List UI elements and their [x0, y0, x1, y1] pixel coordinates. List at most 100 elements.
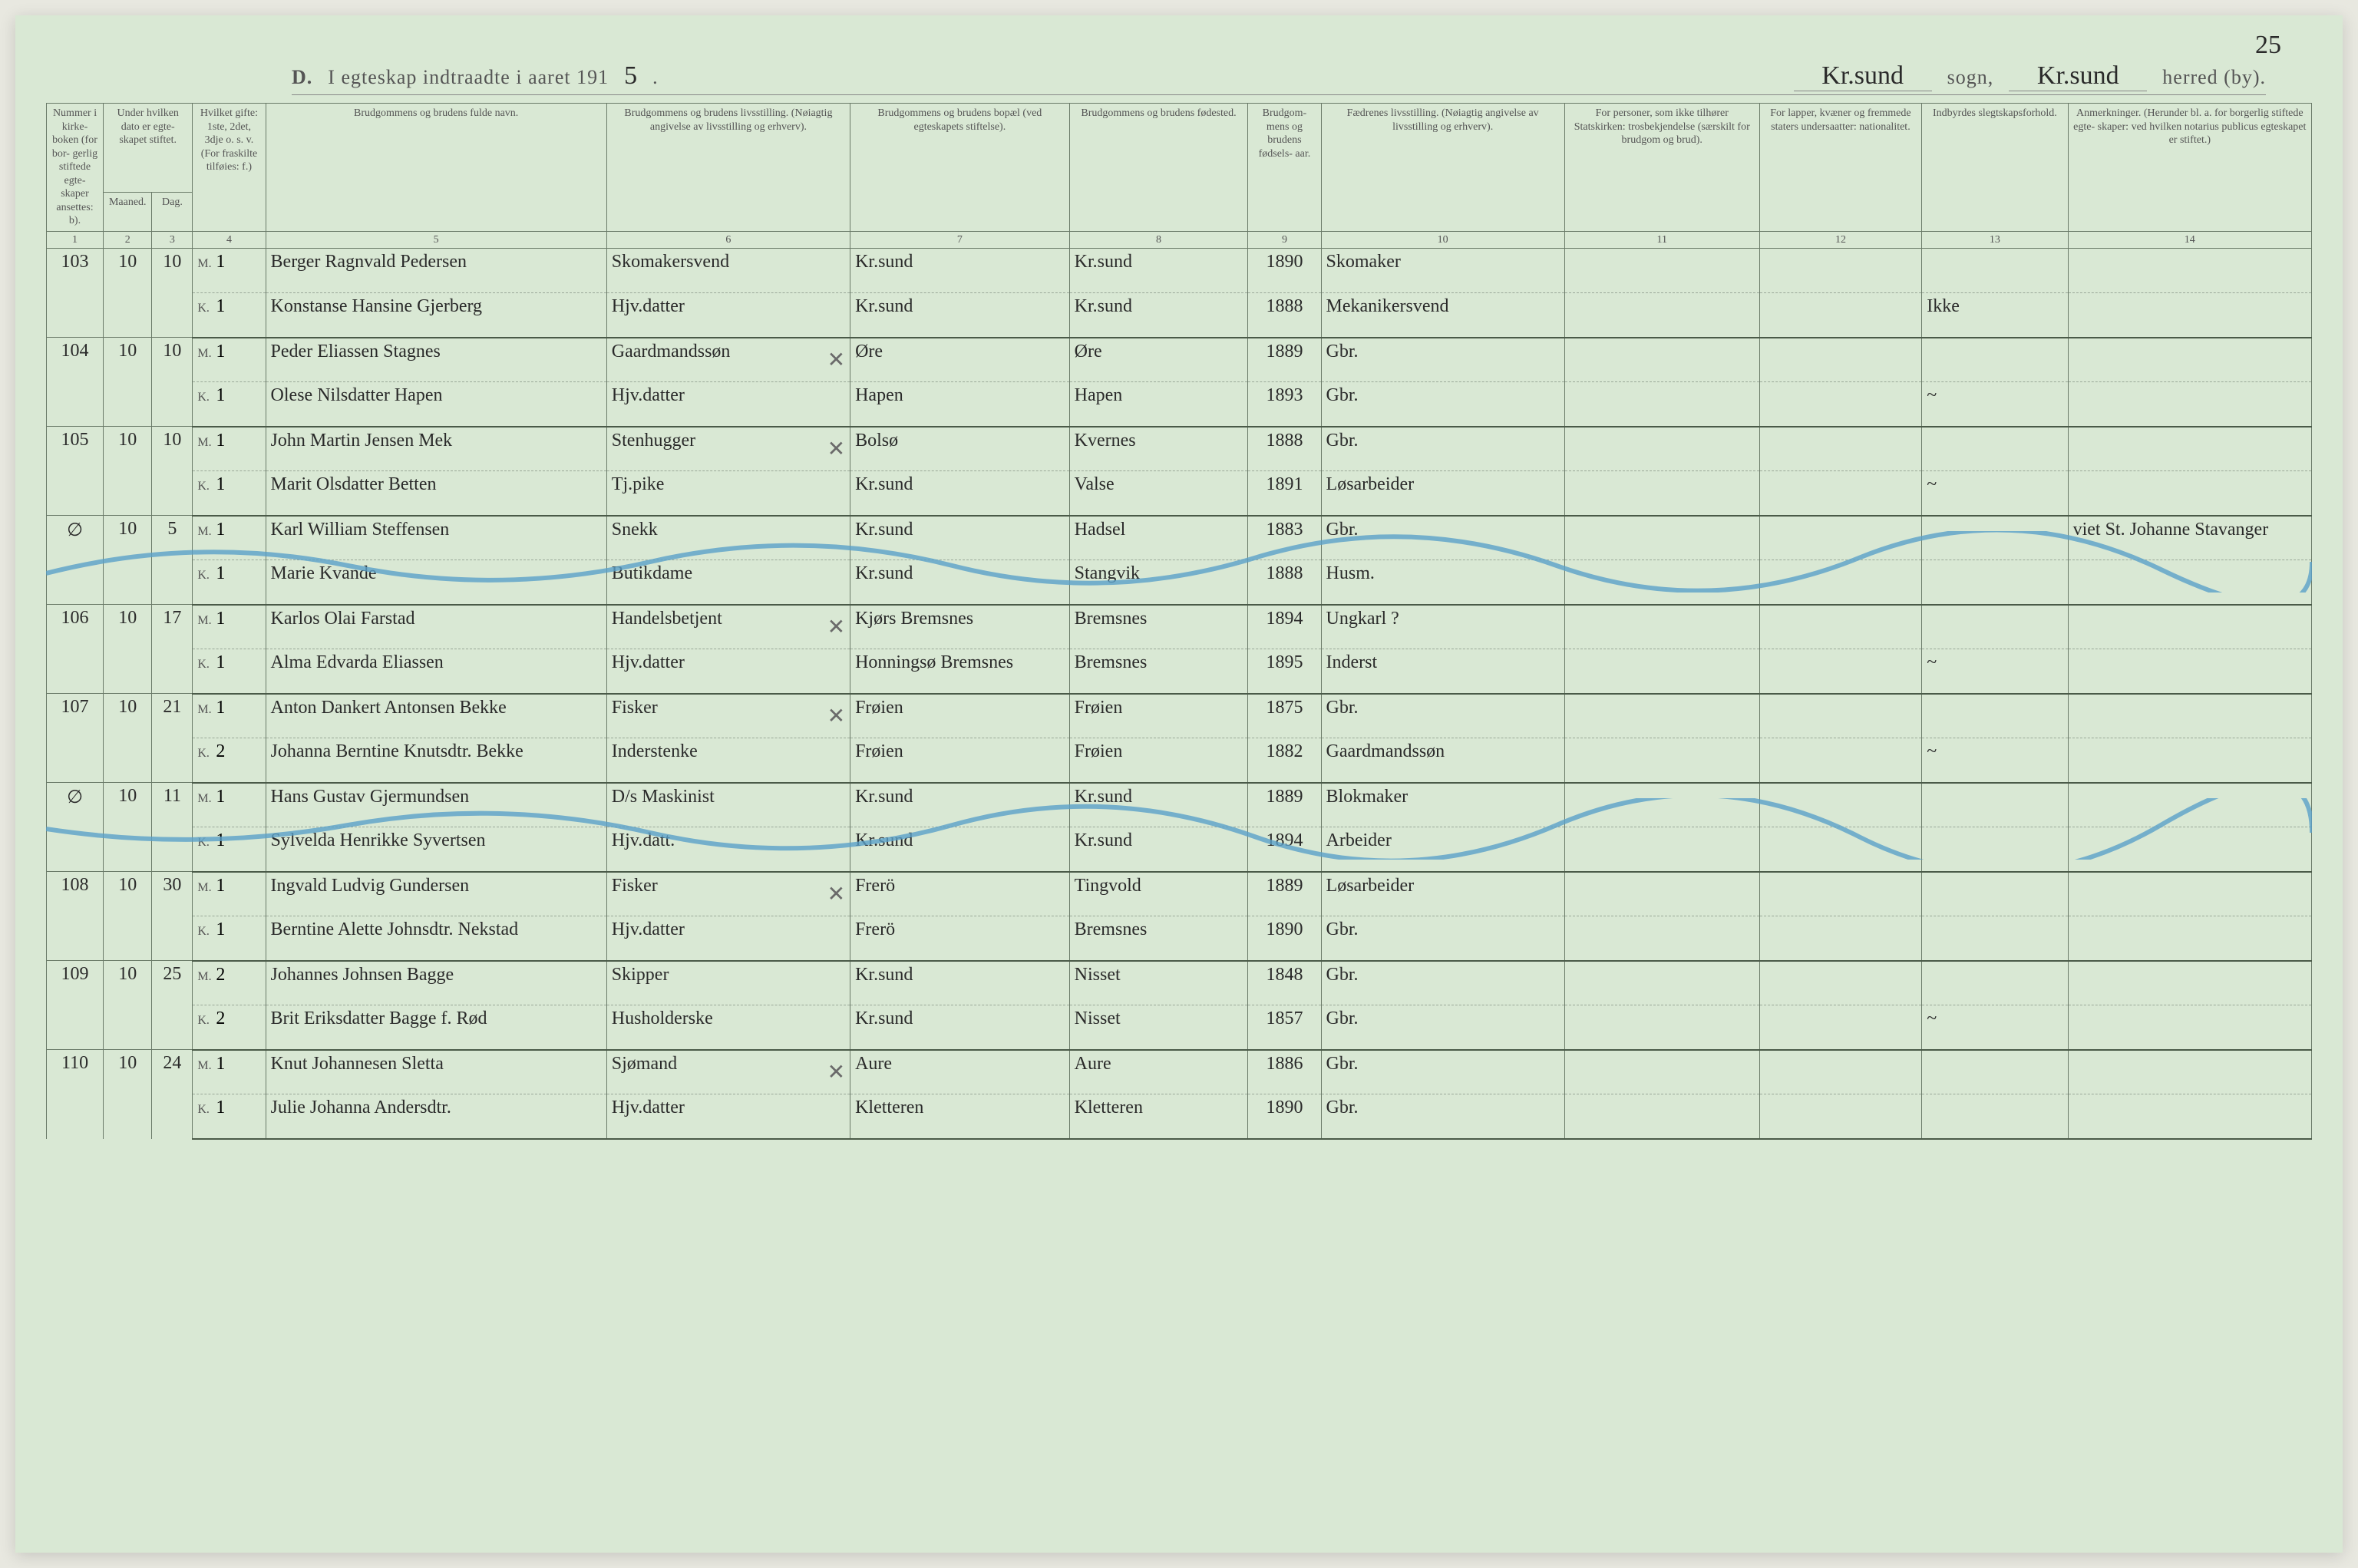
entry-month: 10: [104, 605, 152, 694]
gifte-cell: M. 1: [193, 694, 266, 738]
gifte-value: 2: [216, 741, 225, 761]
aar-cell: 1848: [1248, 961, 1321, 1005]
gifte-cell: K. 1: [193, 916, 266, 961]
gifte-value: 1: [216, 652, 225, 672]
entry-month: 10: [104, 338, 152, 427]
name-cell: Julie Johanna Andersdtr.: [266, 1094, 606, 1139]
gifte-value: 1: [216, 1098, 225, 1117]
gifte-cell: M. 2: [193, 961, 266, 1005]
name-cell: Marie Kvande: [266, 560, 606, 605]
entry-day: 30: [152, 872, 193, 961]
c13-cell: [1922, 694, 2068, 738]
aar-cell: 1882: [1248, 738, 1321, 783]
fodested-cell: Frøien: [1069, 738, 1248, 783]
fodested-cell: Valse: [1069, 471, 1248, 516]
c11-cell: [1564, 382, 1759, 427]
aar-cell: 1888: [1248, 560, 1321, 605]
c12-cell: [1759, 516, 1922, 560]
col-header-maaned: Maaned.: [104, 193, 152, 231]
table-row-groom: 1101024M. 1Knut Johannesen SlettaSjømand…: [47, 1050, 2312, 1094]
table-row-groom: 1051010M. 1John Martin Jensen MekStenhug…: [47, 427, 2312, 471]
far-cell: Gbr.: [1321, 516, 1564, 560]
c12-cell: [1759, 560, 1922, 605]
far-cell: Gbr.: [1321, 916, 1564, 961]
c11-cell: [1564, 694, 1759, 738]
gifte-value: 1: [216, 876, 225, 896]
stilling-cell: Hjv.datter: [606, 1094, 850, 1139]
mk-label: M.: [197, 614, 211, 628]
c13-cell: [1922, 427, 2068, 471]
gifte-cell: K. 1: [193, 471, 266, 516]
gifte-value: 1: [216, 787, 225, 807]
c13-cell: [1922, 249, 2068, 293]
gifte-cell: M. 1: [193, 605, 266, 649]
fodested-cell: Hapen: [1069, 382, 1248, 427]
stilling-cell: Husholderske: [606, 1005, 850, 1050]
entry-month: 10: [104, 516, 152, 605]
name-cell: Brit Eriksdatter Bagge f. Rød: [266, 1005, 606, 1050]
bopael-cell: Kjørs Bremsnes: [850, 605, 1070, 649]
stilling-cell: Hjv.datter: [606, 916, 850, 961]
c14-cell: [2068, 605, 2311, 649]
bopael-cell: Aure: [850, 1050, 1070, 1094]
gifte-value: 1: [216, 698, 225, 718]
fodested-cell: Frøien: [1069, 694, 1248, 738]
gifte-value: 1: [216, 1054, 225, 1074]
table-row-groom: 1081030M. 1Ingvald Ludvig GundersenFiske…: [47, 872, 2312, 916]
c11-cell: [1564, 471, 1759, 516]
c12-cell: [1759, 738, 1922, 783]
mk-label: M.: [197, 257, 211, 271]
far-cell: Gbr.: [1321, 1050, 1564, 1094]
colnum: 13: [1922, 231, 2068, 249]
entry-month: 10: [104, 1050, 152, 1139]
fodested-cell: Kr.sund: [1069, 249, 1248, 293]
gifte-cell: K. 1: [193, 382, 266, 427]
name-cell: Knut Johannesen Sletta: [266, 1050, 606, 1094]
name-cell: Johanna Berntine Knutsdtr. Bekke: [266, 738, 606, 783]
gifte-value: 1: [216, 520, 225, 540]
fodested-cell: Bremsnes: [1069, 916, 1248, 961]
entry-day: 10: [152, 249, 193, 338]
page-number: 25: [2255, 31, 2281, 60]
table-row-groom: 1071021M. 1Anton Dankert Antonsen BekkeF…: [47, 694, 2312, 738]
gifte-cell: M. 1: [193, 338, 266, 382]
gifte-value: 1: [216, 252, 225, 272]
bopael-cell: Frerö: [850, 872, 1070, 916]
c13-cell: [1922, 338, 2068, 382]
gifte-value: 1: [216, 296, 225, 316]
aar-cell: 1889: [1248, 338, 1321, 382]
table-row-groom: 1061017M. 1Karlos Olai FarstadHandelsbet…: [47, 605, 2312, 649]
entry-day: 24: [152, 1050, 193, 1139]
fodested-cell: Nisset: [1069, 961, 1248, 1005]
bopael-cell: Frerö: [850, 916, 1070, 961]
gifte-cell: M. 1: [193, 427, 266, 471]
table-row-bride: K. 1Konstanse Hansine GjerbergHjv.datter…: [47, 293, 2312, 338]
stilling-cell: Skipper: [606, 961, 850, 1005]
c14-cell: [2068, 649, 2311, 694]
c13-cell: [1922, 783, 2068, 827]
fodested-cell: Tingvold: [1069, 872, 1248, 916]
far-cell: Gbr.: [1321, 427, 1564, 471]
colnum: 12: [1759, 231, 1922, 249]
c11-cell: [1564, 961, 1759, 1005]
mk-label: K.: [197, 747, 211, 761]
c11-cell: [1564, 338, 1759, 382]
fodested-cell: Stangvik: [1069, 560, 1248, 605]
stilling-cell: D/s Maskinist: [606, 783, 850, 827]
c12-cell: [1759, 338, 1922, 382]
name-cell: Alma Edvarda Eliassen: [266, 649, 606, 694]
entry-number: 103: [47, 249, 104, 338]
c11-cell: [1564, 1005, 1759, 1050]
stilling-cell: Stenhugger: [606, 427, 850, 471]
aar-cell: 1890: [1248, 916, 1321, 961]
c14-cell: [2068, 382, 2311, 427]
name-cell: Peder Eliassen Stagnes: [266, 338, 606, 382]
entry-day: 25: [152, 961, 193, 1050]
colnum: 3: [152, 231, 193, 249]
c14-cell: [2068, 293, 2311, 338]
gifte-cell: M. 1: [193, 516, 266, 560]
col-header-7: Brudgommens og brudens bopæl (ved egtesk…: [850, 104, 1070, 232]
register-table: Nummer i kirke- boken (for bor- gerlig s…: [46, 103, 2312, 1140]
entry-day: 21: [152, 694, 193, 783]
gifte-value: 1: [216, 919, 225, 939]
